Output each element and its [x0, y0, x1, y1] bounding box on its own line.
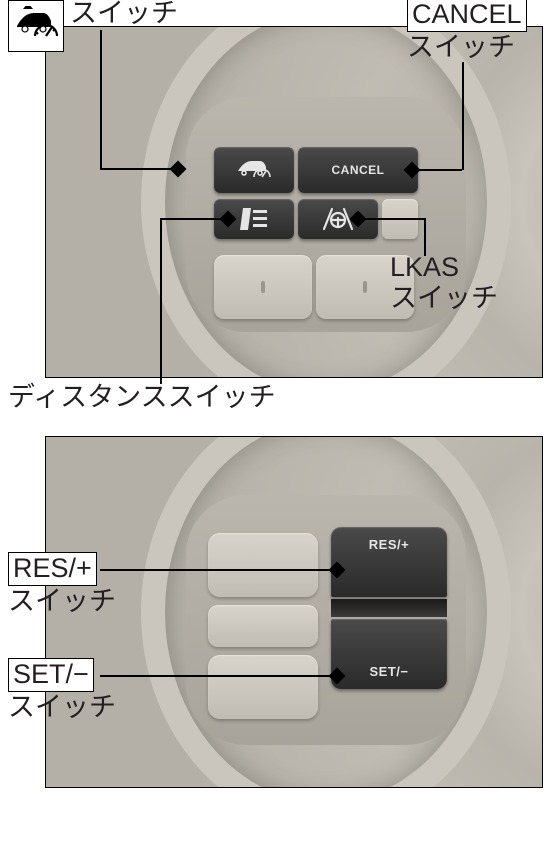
- callout-boxed-label: RES/+: [8, 552, 97, 586]
- callout-cancel: CANCEL スイッチ: [407, 0, 527, 63]
- blank-button-left-mid[interactable]: [208, 605, 318, 647]
- panel-bottom: RES/+ SET/−: [45, 436, 543, 788]
- callout-label: スイッチ: [8, 586, 116, 617]
- callout-boxed-label: CANCEL: [407, 0, 527, 32]
- car-speedometer-icon: [234, 155, 274, 185]
- callout-label: スイッチ: [70, 0, 178, 29]
- callout-label: スイッチ: [407, 32, 515, 63]
- callout-label: LKAS: [390, 252, 459, 283]
- callout-distance: ディスタンススイッチ: [8, 382, 276, 413]
- distance-bars-icon: [237, 206, 271, 232]
- blank-button-bottom-a[interactable]: [214, 255, 312, 319]
- lkas-button[interactable]: [298, 199, 378, 239]
- panel-top: CANCEL: [45, 26, 543, 378]
- blank-button-left-top[interactable]: [208, 533, 318, 597]
- rocker-gap: [331, 599, 447, 617]
- cancel-button[interactable]: CANCEL: [298, 147, 418, 193]
- res-set-rocker: RES/+ SET/−: [331, 527, 447, 689]
- dot-icon: [261, 281, 265, 293]
- res-plus-button[interactable]: RES/+: [331, 527, 447, 597]
- callout-boxed-label: SET/−: [8, 658, 94, 692]
- set-minus-button[interactable]: SET/−: [331, 619, 447, 689]
- callout-main-switch: スイッチ: [70, 0, 178, 29]
- callout-res: RES/+ スイッチ: [8, 552, 116, 617]
- top-button-cluster: CANCEL: [214, 147, 418, 319]
- callout-label: スイッチ: [390, 283, 498, 314]
- callout-lkas: LKAS スイッチ: [390, 252, 498, 314]
- car-speedometer-icon: [13, 6, 59, 46]
- callout-set: SET/− スイッチ: [8, 658, 116, 723]
- blank-button-left-bot[interactable]: [208, 655, 318, 719]
- callout-label: スイッチ: [8, 692, 116, 723]
- distance-button[interactable]: [214, 199, 294, 239]
- button-label: RES/+: [369, 537, 409, 552]
- acc-icon-box: [8, 0, 64, 52]
- acc-main-button[interactable]: [214, 147, 294, 193]
- button-label: SET/−: [370, 664, 409, 679]
- blank-button-top-right[interactable]: [382, 199, 418, 239]
- callout-label: ディスタンススイッチ: [8, 382, 276, 413]
- dot-icon: [363, 281, 367, 293]
- lane-keep-icon: [318, 205, 358, 233]
